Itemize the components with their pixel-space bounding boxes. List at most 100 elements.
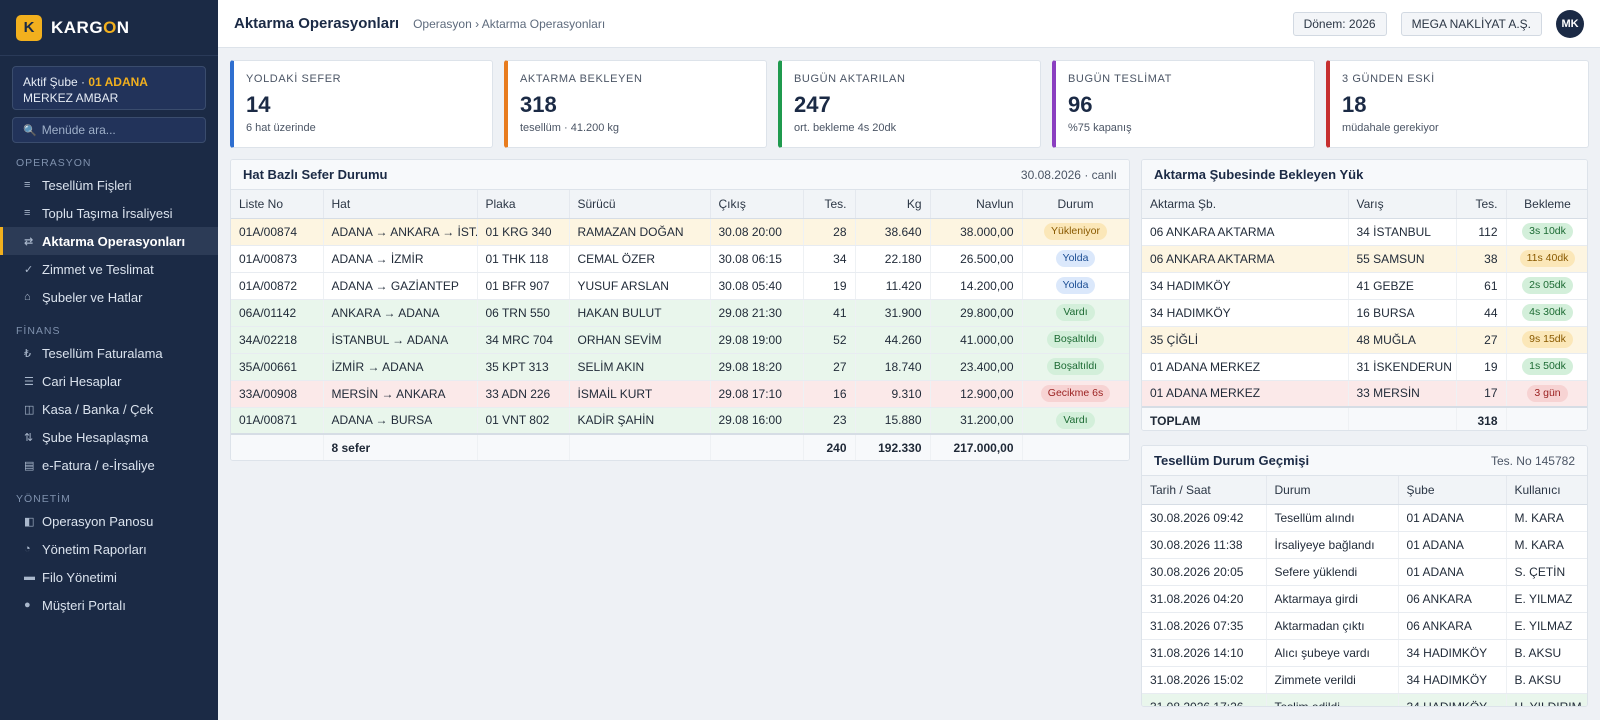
table-header-row: Tarih / Saat Durum Şube Kullanıcı — [1142, 476, 1587, 505]
table-row[interactable]: 01A/00871 ADANA → BURSA 01 VNT 802 KADİR ŞA… — [231, 407, 1129, 435]
table-row[interactable]: 01 ADANA MERKEZ 33 MERSİN 17 3 gün — [1142, 380, 1587, 408]
cell-tes: 41 — [803, 299, 856, 327]
active-branch-selector[interactable]: Aktif Şube · 01 ADANA MERKEZ AMBAR — [12, 66, 206, 110]
cell-tes: 27 — [1456, 326, 1507, 354]
table-row[interactable]: 01A/00873 ADANA → İZMİR 01 THK 118 CEMAL ÖZ… — [231, 245, 1129, 273]
cell-kullanici: B. AKSU — [1506, 639, 1587, 667]
table-row[interactable]: 06 ANKARA AKTARMA 34 İSTANBUL 112 3s 10dk — [1142, 218, 1587, 246]
column-header[interactable]: Hat — [323, 190, 478, 219]
sidebar-item[interactable]: ⇅ Şube Hesaplaşma — [0, 423, 218, 451]
column-header[interactable]: Liste No — [231, 190, 324, 219]
kpi-card[interactable]: AKTARMA BEKLEYEN 318 tesellüm · 41.200 kg — [504, 60, 767, 148]
status-badge: Vardı — [1056, 411, 1095, 429]
sidebar-item[interactable]: ● Müşteri Portalı — [0, 591, 218, 619]
cell-durum: Gecikme 6s — [1022, 380, 1129, 408]
kpi-card[interactable]: BUGÜN AKTARILAN 247 ort. bekleme 4s 20dk — [778, 60, 1041, 148]
sidebar-item[interactable]: ₺ Tesellüm Faturalama — [0, 339, 218, 367]
column-header[interactable]: Kg — [855, 190, 931, 219]
cell-plaka: 34 MRC 704 — [477, 326, 570, 354]
status-badge: Boşaltıldı — [1046, 331, 1105, 348]
sidebar-item[interactable]: ▬ Filo Yönetimi — [0, 563, 218, 591]
table-row[interactable]: 35 ÇİĞLİ 48 MUĞLA 27 9s 15dk — [1142, 326, 1587, 354]
table-row[interactable]: 30.08.2026 20:05 Sefere yüklendi 01 ADANA S… — [1142, 558, 1587, 586]
cell-surucu: CEMAL ÖZER — [569, 245, 711, 273]
cell-navlun: 31.200,00 — [930, 407, 1023, 435]
menu-search-input[interactable]: 🔍 Menüde ara... — [12, 117, 206, 143]
table-row[interactable]: 01A/00872 ADANA → GAZİANTEP 01 BFR 907 YUSU… — [231, 272, 1129, 300]
table-row[interactable]: 31.08.2026 14:10 Alıcı şubeye vardı 34 HAD… — [1142, 639, 1587, 667]
sidebar-item[interactable]: ≡ Toplu Taşıma İrsaliyesi — [0, 199, 218, 227]
column-header[interactable]: Navlun — [930, 190, 1023, 219]
sidebar-item[interactable]: ☰ Cari Hesaplar — [0, 367, 218, 395]
table-total-row: TOPLAM 318 — [1142, 406, 1587, 430]
table-row[interactable]: 30.08.2026 11:38 İrsaliyeye bağlandı 01 AD… — [1142, 531, 1587, 559]
sidebar-item[interactable]: ⇄ Aktarma Operasyonları — [0, 227, 218, 255]
sidebar-item[interactable]: ✓ Zimmet ve Teslimat — [0, 255, 218, 283]
cell-kullanici: B. AKSU — [1506, 666, 1587, 694]
table-row[interactable]: 33A/00908 MERSİN → ANKARA 33 ADN 226 İSMAİL… — [231, 380, 1129, 408]
breadcrumb[interactable]: Operasyon › Aktarma Operasyonları — [413, 16, 606, 31]
cell-no: 34A/02218 — [231, 326, 324, 354]
sidebar-item[interactable]: ◫ Kasa / Banka / Çek — [0, 395, 218, 423]
sidebar-item[interactable]: ≡ Tesellüm Fişleri — [0, 171, 218, 199]
cell-transfer-branch: 34 HADIMKÖY — [1142, 299, 1349, 327]
wait-badge: 2s 05dk — [1522, 277, 1573, 294]
table-row[interactable]: 34 HADIMKÖY 41 GEBZE 61 2s 05dk — [1142, 272, 1587, 300]
table-row[interactable]: 34A/02218 İSTANBUL → ADANA 34 MRC 704 ORHAN… — [231, 326, 1129, 354]
status-history-panel: Tesellüm Durum Geçmişi Tes. No 145782 Ta… — [1141, 445, 1588, 707]
table-row[interactable]: 01 ADANA MERKEZ 31 İSKENDERUN 19 1s 50dk — [1142, 353, 1587, 381]
column-header[interactable]: Çıkış — [710, 190, 804, 219]
cell-navlun: 14.200,00 — [930, 272, 1023, 300]
column-header[interactable]: Durum — [1022, 190, 1129, 219]
column-header[interactable]: Durum — [1266, 476, 1399, 505]
status-badge: Yolda — [1055, 277, 1096, 294]
column-header[interactable]: Plaka — [477, 190, 570, 219]
table-row[interactable]: 06A/01142 ANKARA → ADANA 06 TRN 550 HAKAN B… — [231, 299, 1129, 327]
company-selector[interactable]: MEGA NAKLİYAT A.Ş. — [1400, 12, 1542, 36]
table-row[interactable]: 30.08.2026 09:42 Tesellüm alındı 01 ADANA M… — [1142, 504, 1587, 532]
trips-panel: Hat Bazlı Sefer Durumu 30.08.2026 · canl… — [230, 159, 1130, 461]
sidebar-item[interactable]: ◧ Operasyon Panosu — [0, 507, 218, 535]
period-selector[interactable]: Dönem: 2026 — [1292, 12, 1387, 36]
kpi-card[interactable]: YOLDAKİ SEFER 14 6 hat üzerinde — [230, 60, 493, 148]
column-header[interactable]: Varış — [1348, 190, 1457, 219]
cell-empty — [231, 433, 324, 460]
table-row[interactable]: 06 ANKARA AKTARMA 55 SAMSUN 38 11s 40dk — [1142, 245, 1587, 273]
cell-wait: 4s 30dk — [1506, 299, 1587, 327]
column-header[interactable]: Tes. — [1456, 190, 1507, 219]
sidebar-item[interactable]: ▤ e-Fatura / e-İrsaliye — [0, 451, 218, 479]
cell-no: 01A/00873 — [231, 245, 324, 273]
table-row[interactable]: 01A/00874 ADANA → ANKARA → İST. 01 KRG 340… — [231, 218, 1129, 246]
column-header[interactable]: Şube — [1398, 476, 1507, 505]
kpi-card[interactable]: 3 GÜNDEN ESKİ 18 müdahale gerekiyor — [1326, 60, 1589, 148]
column-header[interactable]: Kullanıcı — [1506, 476, 1587, 505]
total-tes: 318 — [1456, 406, 1507, 430]
cell-tarih: 31.08.2026 17:26 — [1142, 693, 1267, 706]
column-header[interactable]: Tes. — [803, 190, 856, 219]
table-row[interactable]: 31.08.2026 07:35 Aktarmadan çıktı 06 ANKAR… — [1142, 612, 1587, 640]
brand[interactable]: K KARGON — [0, 0, 218, 56]
cell-empty — [710, 433, 804, 460]
user-avatar[interactable]: MK — [1556, 10, 1584, 38]
cell-empty — [1506, 406, 1587, 430]
cell-tes: 27 — [803, 353, 856, 381]
column-header[interactable]: Bekleme — [1506, 190, 1587, 219]
table-row[interactable]: 31.08.2026 04:20 Aktarmaya girdi 06 ANKARA… — [1142, 585, 1587, 613]
cell-tes: 17 — [1456, 380, 1507, 408]
table-row[interactable]: 34 HADIMKÖY 16 BURSA 44 4s 30dk — [1142, 299, 1587, 327]
cell-cikis: 30.08 06:15 — [710, 245, 804, 273]
table-row[interactable]: 31.08.2026 15:02 Zimmete verildi 34 HADIMK… — [1142, 666, 1587, 694]
table-row[interactable]: 35A/00661 İZMİR → ADANA 35 KPT 313 SELİM AK… — [231, 353, 1129, 381]
cell-tarih: 31.08.2026 04:20 — [1142, 585, 1267, 613]
table-row[interactable]: 31.08.2026 17:26 Teslim edildi 34 HADIMKÖY… — [1142, 693, 1587, 706]
column-header[interactable]: Tarih / Saat — [1142, 476, 1267, 505]
column-header[interactable]: Aktarma Şb. — [1142, 190, 1349, 219]
cell-no: 06A/01142 — [231, 299, 324, 327]
kpi-card[interactable]: BUGÜN TESLİMAT 96 %75 kapanış — [1052, 60, 1315, 148]
column-header[interactable]: Sürücü — [569, 190, 711, 219]
sidebar-item[interactable]: ◔ Yönetim Raporları — [0, 535, 218, 563]
cell-navlun: 23.400,00 — [930, 353, 1023, 381]
sidebar-item-icon: ✓ — [24, 263, 34, 276]
cell-hat: İSTANBUL → ADANA — [323, 326, 478, 354]
sidebar-item[interactable]: ⌂ Şubeler ve Hatlar — [0, 283, 218, 311]
